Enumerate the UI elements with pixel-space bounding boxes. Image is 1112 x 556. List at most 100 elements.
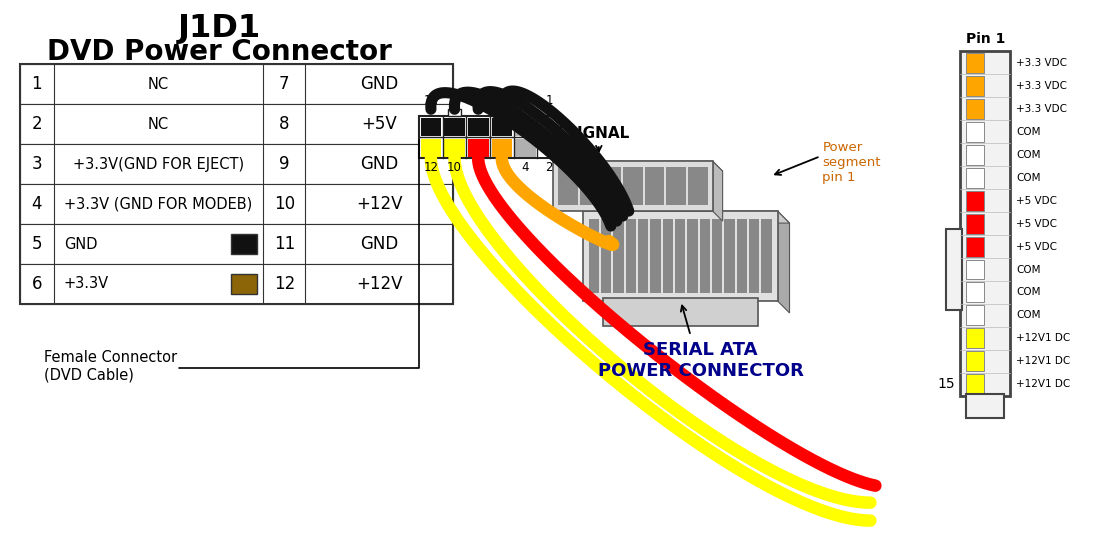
Text: +5 VDC: +5 VDC bbox=[1016, 196, 1058, 206]
Text: 10: 10 bbox=[274, 195, 295, 213]
Bar bbox=[420, 118, 441, 136]
Text: COM: COM bbox=[1016, 287, 1041, 297]
Text: Power
segment
pin 1: Power segment pin 1 bbox=[823, 141, 881, 184]
Bar bbox=[448, 110, 461, 116]
Text: Female Connector
(DVD Cable): Female Connector (DVD Cable) bbox=[43, 350, 177, 382]
Bar bbox=[20, 224, 453, 264]
Text: GND: GND bbox=[360, 155, 398, 173]
Text: SIGNAL: SIGNAL bbox=[567, 126, 631, 141]
Bar bbox=[468, 118, 488, 136]
Bar bbox=[614, 219, 624, 293]
Text: COM: COM bbox=[1016, 265, 1041, 275]
Text: +12V1 DC: +12V1 DC bbox=[1016, 379, 1071, 389]
Text: 11: 11 bbox=[424, 95, 438, 107]
Bar bbox=[736, 219, 747, 293]
Text: +5 VDC: +5 VDC bbox=[1016, 219, 1058, 229]
Text: 15: 15 bbox=[937, 378, 955, 391]
Bar bbox=[515, 118, 536, 136]
Text: GND: GND bbox=[360, 75, 398, 93]
Text: +5V: +5V bbox=[361, 115, 397, 133]
Bar bbox=[966, 329, 984, 349]
Bar bbox=[663, 219, 673, 293]
Polygon shape bbox=[777, 211, 790, 313]
Text: 9: 9 bbox=[279, 155, 289, 173]
Text: 3: 3 bbox=[31, 155, 42, 173]
Text: 9: 9 bbox=[450, 95, 458, 107]
Bar bbox=[966, 99, 984, 119]
Text: 1: 1 bbox=[31, 75, 42, 93]
Bar bbox=[946, 229, 962, 310]
Bar bbox=[492, 118, 513, 136]
Bar bbox=[553, 161, 713, 211]
Polygon shape bbox=[553, 161, 723, 171]
Text: COM: COM bbox=[1016, 150, 1041, 160]
Text: +3.3 VDC: +3.3 VDC bbox=[1016, 81, 1068, 91]
Text: +3.3V(GND FOR EJECT): +3.3V(GND FOR EJECT) bbox=[73, 157, 245, 172]
Text: SERIAL ATA
POWER CONNECTOR: SERIAL ATA POWER CONNECTOR bbox=[598, 341, 804, 380]
Polygon shape bbox=[713, 161, 723, 221]
Bar bbox=[638, 219, 648, 293]
Text: 1: 1 bbox=[545, 95, 553, 107]
Text: DVD Power Connector: DVD Power Connector bbox=[47, 38, 391, 66]
Text: GND: GND bbox=[360, 235, 398, 253]
Text: COM: COM bbox=[1016, 310, 1041, 320]
Bar bbox=[515, 139, 536, 157]
Text: 8: 8 bbox=[279, 115, 289, 133]
Text: 6: 6 bbox=[498, 161, 506, 174]
Bar bbox=[20, 105, 453, 144]
Bar bbox=[666, 167, 686, 205]
Bar bbox=[966, 214, 984, 234]
Bar bbox=[231, 234, 257, 254]
Bar bbox=[583, 211, 777, 301]
Bar bbox=[420, 139, 441, 157]
Bar bbox=[538, 139, 559, 157]
Text: +12V: +12V bbox=[356, 275, 403, 293]
Text: 12: 12 bbox=[424, 161, 438, 174]
Bar bbox=[966, 122, 984, 142]
Bar bbox=[699, 219, 709, 293]
Bar bbox=[20, 64, 453, 304]
Text: +12V: +12V bbox=[356, 195, 403, 213]
Text: 5: 5 bbox=[31, 235, 42, 253]
Text: 11: 11 bbox=[274, 235, 295, 253]
Bar bbox=[579, 167, 599, 205]
Bar bbox=[724, 219, 735, 293]
Text: 3: 3 bbox=[522, 95, 529, 107]
Text: COM: COM bbox=[1016, 127, 1041, 137]
Bar bbox=[966, 168, 984, 187]
Text: 2: 2 bbox=[31, 115, 42, 133]
Bar bbox=[966, 394, 1004, 418]
Bar bbox=[492, 139, 513, 157]
Bar bbox=[589, 219, 599, 293]
Bar bbox=[966, 145, 984, 165]
Bar bbox=[558, 167, 577, 205]
Bar bbox=[445, 118, 465, 136]
Text: GND: GND bbox=[63, 236, 97, 251]
Bar bbox=[519, 110, 532, 116]
Bar bbox=[651, 219, 661, 293]
Text: COM: COM bbox=[1016, 173, 1041, 183]
Text: J1D1: J1D1 bbox=[178, 13, 261, 44]
Text: +5 VDC: +5 VDC bbox=[1016, 241, 1058, 251]
Bar bbox=[603, 298, 757, 326]
Text: +3.3V: +3.3V bbox=[63, 276, 109, 291]
Polygon shape bbox=[583, 211, 790, 223]
Bar bbox=[966, 351, 984, 371]
Text: +12V1 DC: +12V1 DC bbox=[1016, 334, 1071, 344]
Bar bbox=[966, 305, 984, 325]
Bar bbox=[966, 374, 984, 394]
Bar bbox=[20, 144, 453, 184]
Text: 7: 7 bbox=[279, 75, 289, 93]
Bar bbox=[445, 139, 465, 157]
Bar bbox=[602, 167, 620, 205]
Bar bbox=[966, 53, 984, 73]
Text: NC: NC bbox=[148, 117, 169, 132]
Bar bbox=[20, 184, 453, 224]
Bar bbox=[20, 264, 453, 304]
Text: 8: 8 bbox=[475, 161, 481, 174]
Text: +3.3 VDC: +3.3 VDC bbox=[1016, 104, 1068, 114]
Bar bbox=[687, 219, 697, 293]
Bar bbox=[645, 167, 664, 205]
Text: NC: NC bbox=[148, 77, 169, 92]
Bar bbox=[961, 51, 1010, 396]
